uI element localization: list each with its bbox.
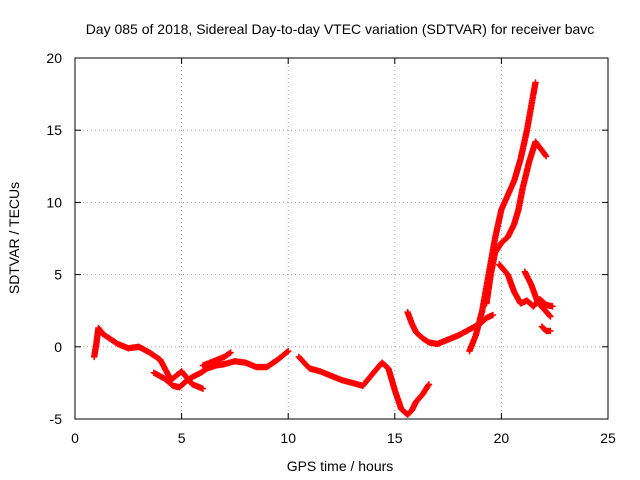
series-arc-5 [404,308,497,348]
data-point-markers [150,347,292,391]
data-point-markers [295,353,433,418]
series-arc-7 [483,138,550,307]
x-tick-label: 20 [494,430,510,446]
axis-ticks: 0 5 10 15 20 25 -5 0 5 10 15 20 [46,50,616,446]
series-arc-9 [521,268,554,320]
x-tick-label: 25 [600,430,616,446]
x-tick-label: 0 [71,430,79,446]
data-point-markers [404,308,497,348]
y-tick-label: 20 [46,50,62,66]
y-axis-label: SDTVAR / TECUs [6,182,22,294]
grid-lines [75,58,608,419]
y-tick-label: 0 [54,339,62,355]
x-tick-label: 5 [178,430,186,446]
y-tick-label: 15 [46,122,62,138]
x-tick-label: 10 [280,430,296,446]
x-tick-label: 15 [387,430,403,446]
data-point-markers [521,268,554,320]
x-axis-label: GPS time / hours [287,458,394,474]
data-point-markers [199,349,234,369]
data-points [90,79,556,418]
y-tick-label: 5 [54,267,62,283]
series-arc-2 [150,347,292,391]
plot-frame [74,57,609,420]
series-arc-4 [295,353,433,418]
chart-title: Day 085 of 2018, Sidereal Day-to-day VTE… [86,21,595,37]
y-tick-label: -5 [50,411,63,427]
series-arc-10 [538,323,554,335]
y-tick-label: 10 [46,194,62,210]
data-point-markers [483,138,550,307]
data-point-markers [538,323,554,335]
series-arc-3 [199,349,234,369]
